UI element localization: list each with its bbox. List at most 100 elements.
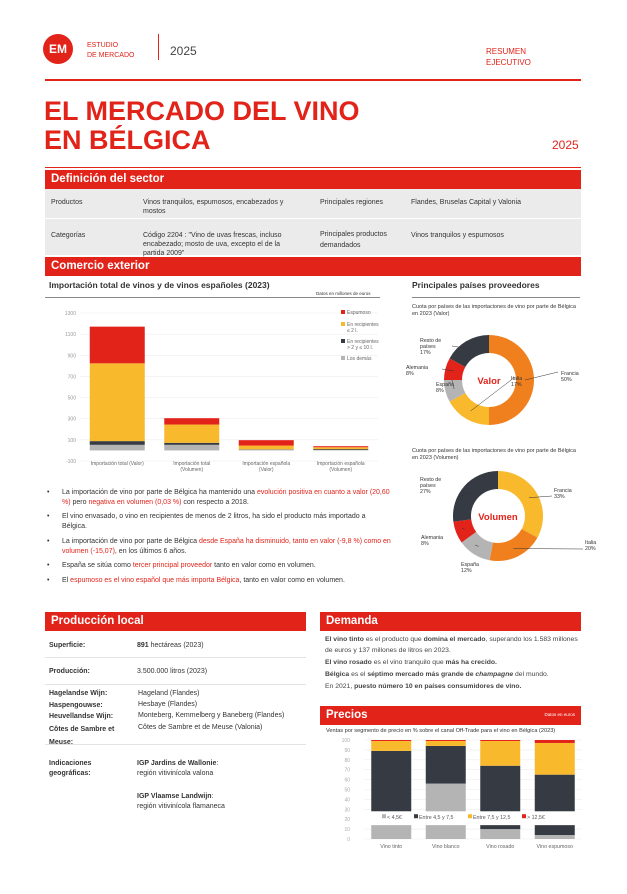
y-tick-label: 700 (68, 374, 77, 380)
legend-background (364, 811, 582, 826)
legend-swatch (382, 814, 386, 819)
donut-caption: Cuota por países de las importaciones de… (412, 304, 576, 317)
highlight-text: desde España ha disminuido, tanto en val… (62, 538, 391, 555)
donut-slice (444, 380, 466, 402)
x-tick-label: Importación española (317, 461, 365, 467)
y-tick-label: 80 (344, 758, 350, 764)
dop-regions: Hageland (Flandes) Hesbaye (Flandes) Mon… (138, 688, 298, 733)
sector-key: Categorías (51, 232, 86, 239)
section-header-precios: Precios Datos en euros (320, 706, 581, 725)
dop-region: Hesbaye (Flandes) (138, 701, 198, 708)
donut-slice (449, 335, 489, 367)
sector-value: Código 2204 : "Vino de uvas frescas, inc… (143, 232, 282, 257)
divider (412, 297, 580, 298)
donut-label: España (436, 382, 454, 388)
donut-label: España (461, 562, 479, 568)
bar-segment (534, 740, 575, 743)
bar-segment (313, 447, 369, 450)
donut-slice (444, 358, 466, 380)
x-tick-label: Vino rosado (486, 844, 514, 850)
demanda-text-run: domina el mercado (423, 636, 486, 643)
bar-segment (238, 449, 294, 451)
bar-segment (480, 740, 521, 766)
bar-segment (480, 829, 521, 839)
legend-swatch (341, 356, 345, 360)
dop-labels: Hagelandse Wijn: Haspengouwse: Heuvellan… (49, 688, 124, 749)
donut-slice (489, 529, 538, 561)
section-header-produccion: Producción local (45, 612, 306, 631)
price-chart: 0 10 20 30 40 50 60 70 80 90 100 Vino tinto Vino bla… (342, 738, 582, 850)
brand-name: ESTUDIO DE MERCADO (87, 41, 134, 61)
bar-segment (371, 740, 412, 751)
leader-line (474, 544, 479, 547)
title-line: EN BÉLGICA (44, 125, 211, 155)
highlight-text: evolución positiva en cuanto a valor (20… (62, 489, 390, 506)
leader-line (451, 345, 471, 350)
demanda-text-run: , superando los 1.583 millones de euros … (325, 636, 578, 654)
sector-key: Productos (51, 199, 83, 206)
x-tick-label: (Volumen) (180, 467, 203, 473)
donut-slice (449, 393, 489, 425)
title-line: EL MERCADO DEL VINO (44, 96, 360, 126)
y-tick-label: 60 (344, 778, 350, 784)
x-tick-label: Importación total (Valor) (91, 461, 144, 467)
bar-segment (425, 740, 466, 741)
igp-desc: región vitivinícola flamaneca (137, 803, 225, 810)
section-header-comercio: Comercio exterior (45, 257, 581, 276)
y-tick-label: 70 (344, 768, 350, 774)
bar-segment (89, 326, 145, 364)
demanda-line: El vino rosado es el vino tranquilo que … (325, 657, 580, 668)
bar-segment (313, 449, 369, 451)
demanda-text-run: es el (349, 671, 368, 678)
sector-value: Vinos tranquilos y espumosos (411, 232, 504, 239)
y-tick-label: 0 (347, 837, 350, 843)
bar-segment (238, 445, 294, 450)
header-divider (158, 34, 159, 60)
bullet-text: tanto en valor como en volumen. (212, 562, 316, 569)
igp-name: IGP Vlaamse Landwijn (137, 793, 212, 800)
donut-label: Resto de (420, 477, 441, 483)
superficie-number: 891 (137, 642, 149, 649)
bullet-text: pero (70, 499, 89, 506)
doc-type-line: RESUMEN (486, 47, 527, 56)
doc-type-line: EJECUTIVO (486, 58, 531, 67)
bullet-text: , tanto en valor como en volumen. (239, 577, 345, 584)
proveedores-title: Principales países proveedores (412, 280, 540, 290)
x-tick-label: (Volumen) (329, 467, 352, 473)
bar-segment (534, 742, 575, 775)
donut-label: Alemania (421, 535, 443, 541)
donut-slice (453, 519, 477, 543)
doc-type: RESUMEN EJECUTIVO (486, 46, 531, 68)
row-produccion: Producción: 3.500.000 litros (2023) (45, 658, 306, 685)
donut-label: 8% (436, 388, 444, 394)
legend-label: < 4,5€ (387, 815, 402, 821)
sector-key: Principales productos demandados (320, 231, 387, 249)
dop-name: Hagelandse Wijn: (49, 690, 108, 697)
precios-title: Precios (326, 709, 368, 721)
x-tick-label: Vino tinto (380, 844, 402, 850)
dop-name: Côtes de Sambre et Meuse: (49, 725, 115, 746)
bullet-item: El espumoso es el vino español que más i… (47, 576, 392, 586)
x-tick-label: Vino blanco (432, 844, 460, 850)
demanda-text-run: Bélgica (325, 671, 350, 678)
demanda-line: En 2021, puesto número 10 en países cons… (325, 681, 580, 692)
dop-name: Haspengouwse: (49, 701, 103, 709)
igp-item: IGP Vlaamse Landwijn: región vitivinícola… (137, 793, 225, 810)
x-tick-label: Importación española (242, 461, 290, 467)
demanda-text-run: El vino rosado (325, 659, 372, 666)
demanda-text-run: El vino tinto (325, 636, 364, 643)
produccion-value: 3.500.000 litros (2023) (137, 668, 208, 675)
bullet-text: España se sitúa como (62, 562, 133, 569)
row-dop: Hagelandse Wijn: Haspengouwse: Heuvellan… (45, 685, 306, 746)
legend-label: En recipientes (347, 339, 379, 345)
bar-segment (164, 442, 220, 445)
legend-label: ≤ 2 l. (347, 328, 358, 334)
superficie-value: 891 hectáreas (2023) (137, 641, 204, 650)
bar-segment (89, 441, 145, 445)
leader-line (461, 527, 465, 530)
y-tick-label: 10 (344, 827, 350, 833)
dop-region: Monteberg, Kemmelberg y Baneberg (Flande… (138, 712, 285, 719)
import-chart: -100 100 300 500 700 900 1100 1300 Importación t… (65, 310, 379, 473)
bar-segment (371, 750, 412, 820)
x-tick-label: (Valor) (259, 467, 274, 473)
